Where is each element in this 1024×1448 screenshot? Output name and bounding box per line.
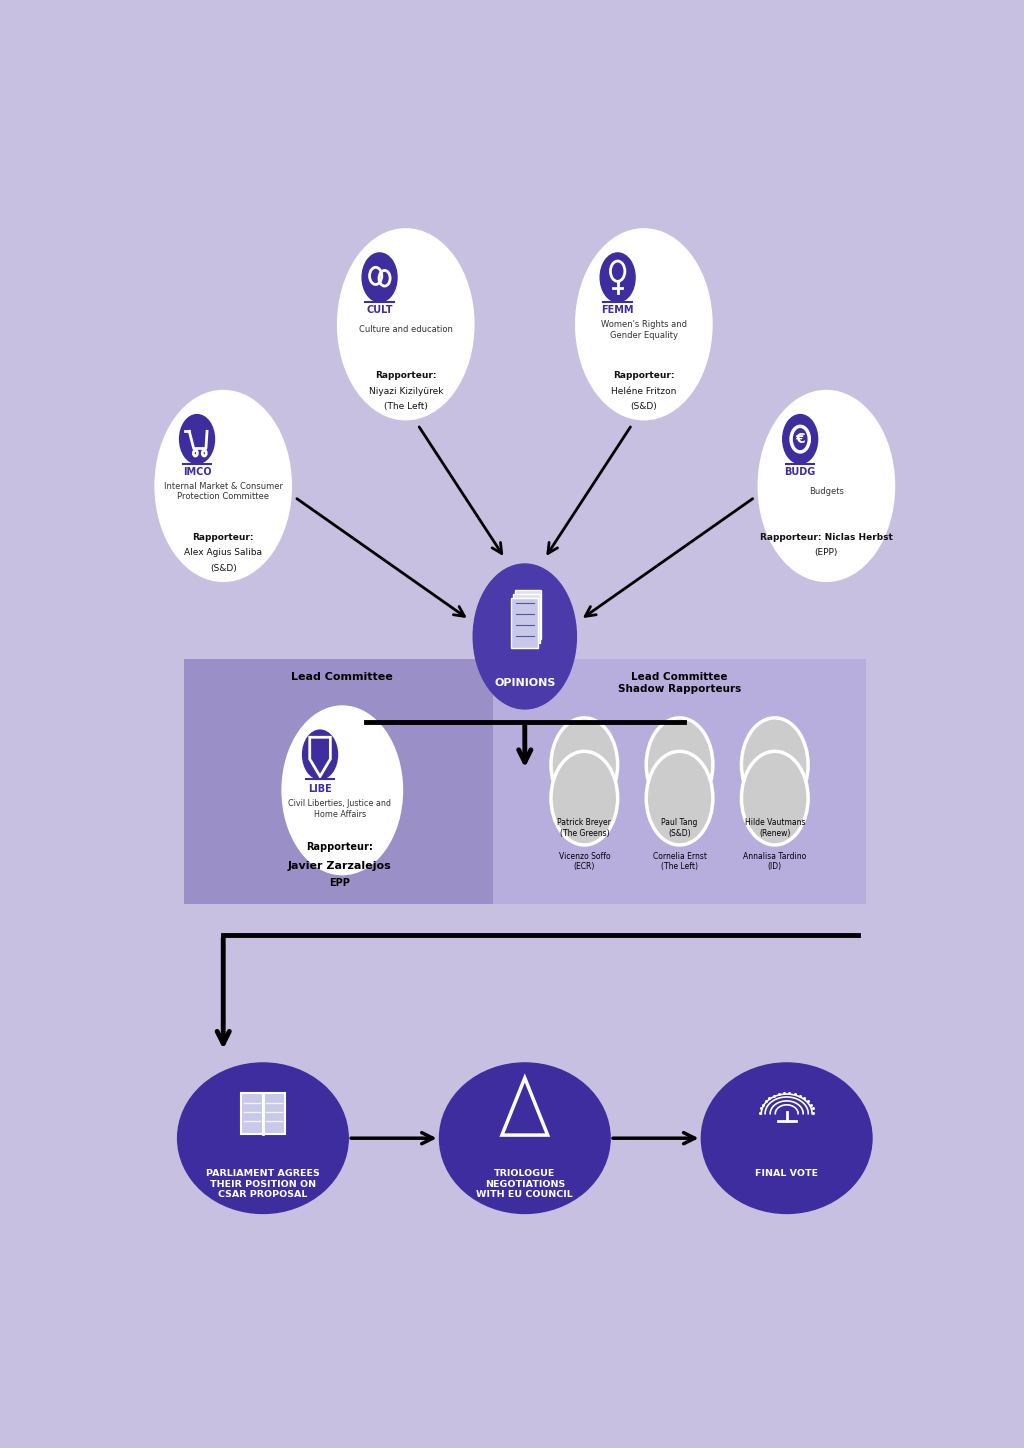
- Circle shape: [283, 707, 401, 875]
- Circle shape: [741, 718, 808, 811]
- Text: Lead Committee: Lead Committee: [292, 672, 393, 682]
- Text: Culture and education: Culture and education: [358, 326, 453, 334]
- Text: Rapporteur: Niclas Herbst: Rapporteur: Niclas Herbst: [760, 533, 893, 542]
- Text: Budgets: Budgets: [809, 487, 844, 497]
- Text: Hilde Vautmans
(Renew): Hilde Vautmans (Renew): [744, 818, 805, 837]
- Circle shape: [782, 414, 817, 463]
- Text: Heléne Fritzon: Heléne Fritzon: [611, 387, 677, 395]
- Text: Civil Liberties, Justice and
Home Affairs: Civil Liberties, Justice and Home Affair…: [289, 799, 391, 818]
- Text: (EPP): (EPP): [815, 549, 838, 557]
- Ellipse shape: [701, 1063, 872, 1213]
- Text: PARLIAMENT AGREES
THEIR POSITION ON
CSAR PROPOSAL: PARLIAMENT AGREES THEIR POSITION ON CSAR…: [206, 1170, 319, 1199]
- Circle shape: [362, 253, 397, 303]
- Text: CULT: CULT: [367, 306, 393, 316]
- Circle shape: [759, 391, 894, 581]
- Circle shape: [741, 752, 808, 846]
- Text: Cornelia Ernst
(The Left): Cornelia Ernst (The Left): [652, 851, 707, 872]
- Text: Rapporteur:: Rapporteur:: [193, 533, 254, 542]
- Circle shape: [551, 752, 617, 846]
- Text: €: €: [796, 432, 805, 446]
- Text: Vicenzo Soffo
(ECR): Vicenzo Soffo (ECR): [558, 851, 610, 872]
- Text: OPINIONS: OPINIONS: [495, 678, 555, 688]
- Text: (The Left): (The Left): [384, 403, 428, 411]
- Ellipse shape: [439, 1063, 610, 1213]
- Circle shape: [551, 718, 617, 811]
- Text: TRIOLOGUE
NEGOTIATIONS
WITH EU COUNCIL: TRIOLOGUE NEGOTIATIONS WITH EU COUNCIL: [476, 1170, 573, 1199]
- Text: Niyazi Kizilyürek: Niyazi Kizilyürek: [369, 387, 443, 395]
- Text: FINAL VOTE: FINAL VOTE: [755, 1170, 818, 1179]
- Circle shape: [646, 752, 713, 846]
- FancyBboxPatch shape: [511, 598, 539, 647]
- Text: Rapporteur:: Rapporteur:: [375, 371, 436, 381]
- Text: EPP: EPP: [330, 879, 350, 889]
- FancyBboxPatch shape: [183, 659, 501, 904]
- Text: Alex Agius Saliba: Alex Agius Saliba: [184, 549, 262, 557]
- Text: Lead Committee
Shadow Rapporteurs: Lead Committee Shadow Rapporteurs: [617, 672, 741, 694]
- Text: BUDG: BUDG: [784, 468, 816, 476]
- FancyBboxPatch shape: [494, 659, 866, 904]
- Text: IMCO: IMCO: [182, 468, 211, 476]
- Text: LIBE: LIBE: [308, 783, 332, 794]
- Circle shape: [646, 718, 713, 811]
- Text: (S&D): (S&D): [210, 565, 237, 573]
- Text: Javier Zarzalejos: Javier Zarzalejos: [288, 860, 392, 870]
- FancyBboxPatch shape: [241, 1093, 263, 1134]
- Text: (S&D): (S&D): [631, 403, 657, 411]
- Circle shape: [577, 229, 712, 418]
- Circle shape: [600, 253, 635, 303]
- Text: Internal Market & Consumer
Protection Committee: Internal Market & Consumer Protection Co…: [164, 482, 283, 501]
- FancyBboxPatch shape: [263, 1093, 285, 1134]
- Circle shape: [156, 391, 291, 581]
- Text: Rapporteur:: Rapporteur:: [613, 371, 675, 381]
- Text: FEMM: FEMM: [601, 306, 634, 316]
- Circle shape: [179, 414, 214, 463]
- Text: Patrick Breyer
(The Greens): Patrick Breyer (The Greens): [557, 818, 611, 837]
- Text: Annalisa Tardino
(ID): Annalisa Tardino (ID): [743, 851, 807, 872]
- Circle shape: [473, 565, 577, 710]
- FancyBboxPatch shape: [513, 594, 540, 643]
- FancyBboxPatch shape: [515, 589, 542, 639]
- Circle shape: [338, 229, 473, 418]
- Text: Rapporteur:: Rapporteur:: [306, 841, 374, 851]
- Ellipse shape: [177, 1063, 348, 1213]
- Text: Women's Rights and
Gender Equality: Women's Rights and Gender Equality: [601, 320, 687, 339]
- Circle shape: [303, 730, 338, 779]
- Text: Paul Tang
(S&D): Paul Tang (S&D): [662, 818, 697, 837]
